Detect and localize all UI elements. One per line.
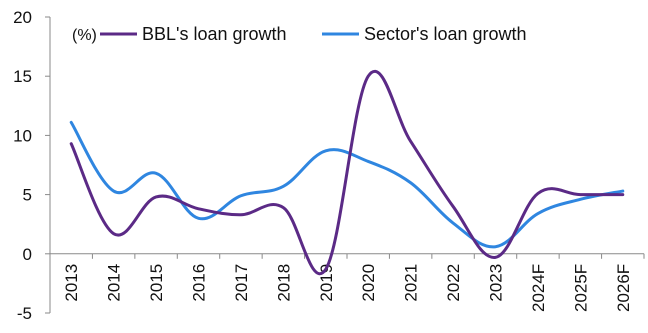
x-tick-label: 2026F (614, 264, 633, 312)
series-line-bbl-s-loan-growth (69, 69, 625, 276)
y-tick-label: 20 (13, 8, 32, 27)
x-tick-label: 2014 (105, 264, 124, 302)
x-tick-label: 2017 (232, 264, 251, 302)
x-tick-label: 2013 (62, 264, 81, 302)
y-tick-label: 10 (13, 126, 32, 145)
y-tick-label: 15 (13, 67, 32, 86)
x-tick-label: 2018 (274, 264, 293, 302)
legend-label-sector-s-loan-growth: Sector's loan growth (364, 24, 527, 44)
x-tick-label: 2022 (444, 264, 463, 302)
x-tick-label: 2015 (147, 264, 166, 302)
legend-label-bbl-s-loan-growth: BBL's loan growth (142, 24, 287, 44)
x-tick-label: 2021 (402, 264, 421, 302)
x-tick-label: 2024F (529, 264, 548, 312)
unit-label: (%) (72, 27, 97, 44)
legend: BBL's loan growth Sector's loan growth (100, 24, 527, 44)
x-tick-label: 2025F (571, 264, 590, 312)
x-tick-label: 2023 (487, 264, 506, 302)
y-tick-label: -5 (17, 304, 32, 323)
x-tick-label: 2020 (359, 264, 378, 302)
x-tick-label: 2016 (190, 264, 209, 302)
series-layer (69, 69, 625, 276)
y-tick-label: 0 (23, 245, 32, 264)
series-line-sector-s-loan-growth (69, 120, 625, 249)
y-tick-label: 5 (23, 186, 32, 205)
